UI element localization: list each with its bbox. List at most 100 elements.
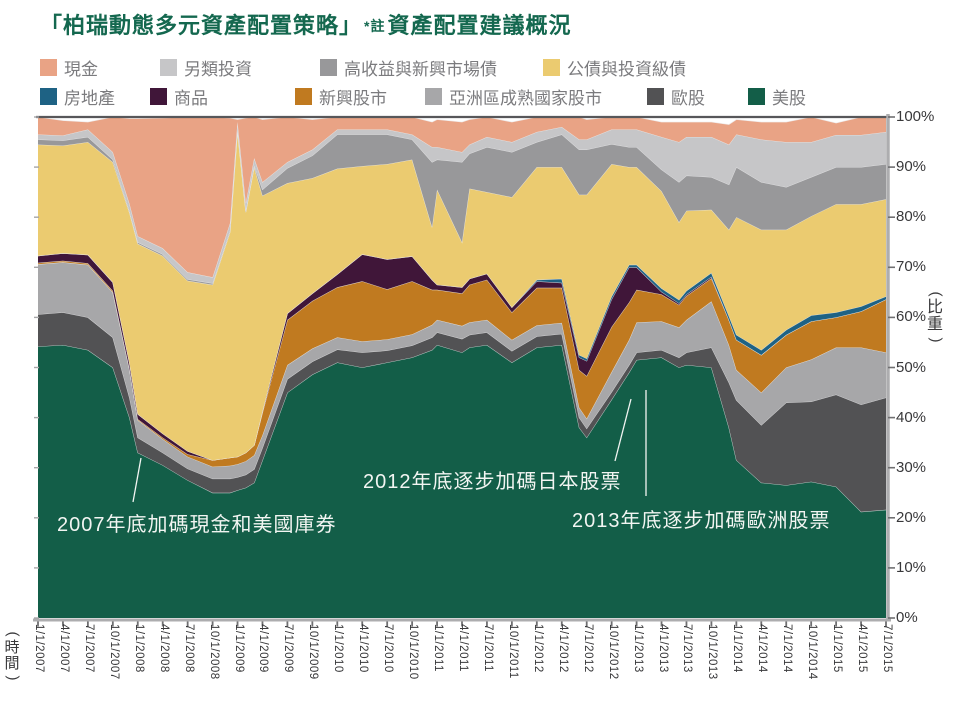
legend-swatch-icon	[425, 87, 442, 105]
x-tick-label: 4/1/2009	[257, 624, 270, 673]
x-tick-label: 4/1/2014	[756, 624, 769, 673]
annotation-text: 2012年底逐步加碼日本股票	[363, 471, 622, 493]
x-tick-label: 7/1/2013	[681, 624, 694, 673]
title-note: *註	[364, 18, 386, 34]
title-main: 「柏瑞動態多元資產配置策略」	[40, 13, 363, 38]
legend-swatch-icon	[295, 87, 312, 105]
annotation-text: 2007年底加碼現金和美國庫券	[57, 514, 337, 536]
legend-label: 新興股市	[319, 88, 387, 108]
x-tick-label: 7/1/2007	[82, 624, 95, 673]
area-新興股市	[38, 260, 886, 467]
x-tick-label: 10/1/2008	[207, 624, 220, 680]
x-tick-label: 10/1/2010	[407, 624, 420, 680]
legend-item: 商品	[150, 87, 208, 108]
x-tick-label: 1/1/2014	[731, 624, 744, 673]
axis-title-char: 時	[4, 639, 20, 656]
legend-item: 公債與投資級債	[543, 58, 686, 79]
legend-swatch-icon	[150, 87, 167, 105]
legend-item: 新興股市	[295, 87, 387, 108]
x-tick-label: 4/1/2012	[556, 624, 569, 673]
legend-item: 亞洲區成熟國家股市	[425, 87, 602, 108]
axis-title-char: (	[4, 631, 21, 637]
y-tick-label: 60%	[896, 308, 927, 326]
area-現金	[38, 117, 886, 278]
legend-swatch-icon	[40, 87, 57, 105]
x-tick-label: 10/1/2009	[307, 624, 320, 680]
x-tick-label: 10/1/2014	[806, 624, 819, 680]
y-tick-label: 80%	[896, 208, 927, 226]
x-tick-label: 7/1/2009	[282, 624, 295, 673]
legend-swatch-icon	[40, 58, 57, 76]
x-tick-label: 1/1/2012	[531, 624, 544, 673]
y-tick-label: 50%	[896, 358, 927, 376]
annotation-line	[614, 398, 632, 462]
legend-item: 美股	[748, 87, 806, 108]
legend-swatch-icon	[160, 58, 177, 76]
x-tick-label: 4/1/2007	[57, 624, 70, 673]
area-另類投資	[38, 122, 886, 284]
title-sub: 資產配置建議概況	[387, 13, 572, 38]
legend-label: 房地產	[64, 88, 115, 108]
axis-title-char: (	[927, 291, 944, 297]
x-tick-label: 4/1/2015	[856, 624, 869, 673]
axis-title-char: 間	[4, 654, 20, 672]
y-tick-label: 40%	[896, 408, 927, 426]
legend-item: 另類投資	[160, 58, 252, 79]
x-tick-label: 10/1/2007	[107, 624, 120, 680]
x-tick-label: 10/1/2011	[506, 624, 519, 679]
axis-title-char: 比	[926, 299, 943, 316]
area-美股	[38, 345, 886, 618]
y-tick-label: 30%	[896, 458, 927, 476]
x-tick-label: 7/1/2011	[481, 624, 494, 672]
x-tick-label: 1/1/2008	[132, 624, 145, 673]
y-tick-label: 90%	[896, 158, 927, 176]
axis-title-char: )	[4, 675, 21, 680]
legend-item: 高收益與新興市場債	[320, 58, 497, 79]
y-tick-label: 0%	[896, 609, 918, 626]
page-title: 「柏瑞動態多元資產配置策略」 *註資產配置建議概況	[40, 8, 571, 40]
y-tick-label: 10%	[896, 558, 927, 576]
x-tick-label: 1/1/2007	[33, 624, 45, 673]
legend-swatch-icon	[320, 58, 337, 76]
x-tick-label: 7/1/2008	[182, 624, 195, 673]
x-tick-label: 1/1/2015	[831, 624, 844, 673]
y-axis-title: (比重)	[926, 288, 944, 346]
y-tick-label: 70%	[896, 258, 927, 276]
legend-item: 歐股	[647, 87, 705, 108]
legend-label: 現金	[64, 59, 98, 79]
x-tick-label: 10/1/2013	[706, 624, 719, 680]
x-tick-label: 4/1/2008	[157, 624, 170, 673]
legend-label: 亞洲區成熟國家股市	[449, 88, 602, 108]
y-tick-label: 100%	[896, 108, 935, 125]
x-tick-label: 10/1/2012	[606, 624, 619, 680]
x-tick-label: 4/1/2010	[357, 624, 370, 673]
legend-swatch-icon	[647, 87, 664, 105]
x-axis-title: ( 時間)	[3, 628, 21, 684]
x-tick-label: 1/1/2011	[432, 624, 445, 672]
x-tick-label: 7/1/2014	[781, 624, 794, 673]
area-高收益與新興市場債	[38, 129, 886, 285]
x-tick-label: 7/1/2015	[881, 624, 893, 673]
legend-label: 另類投資	[184, 59, 252, 79]
x-tick-label: 1/1/2010	[332, 624, 345, 673]
legend-label: 高收益與新興市場債	[344, 59, 497, 79]
legend-label: 美股	[772, 88, 806, 108]
x-tick-label: 1/1/2009	[232, 624, 245, 673]
annotation-text: 2013年底逐步加碼歐洲股票	[572, 510, 831, 532]
axis-title-char: 重	[926, 315, 943, 333]
x-tick-label: 7/1/2010	[382, 624, 395, 673]
legend-label: 歐股	[671, 88, 705, 108]
y-tick-label: 20%	[896, 508, 927, 526]
area-歐股	[38, 312, 886, 512]
legend-item: 房地產	[40, 87, 115, 108]
area-公債與投資級債	[38, 131, 886, 461]
x-tick-label: 7/1/2012	[581, 624, 594, 673]
x-tick-label: 1/1/2013	[631, 624, 644, 673]
legend-label: 公債與投資級債	[567, 59, 686, 79]
legend-item: 現金	[40, 58, 98, 79]
annotation-line	[132, 457, 142, 503]
legend-swatch-icon	[543, 58, 560, 76]
x-tick-label: 4/1/2011	[457, 624, 469, 672]
